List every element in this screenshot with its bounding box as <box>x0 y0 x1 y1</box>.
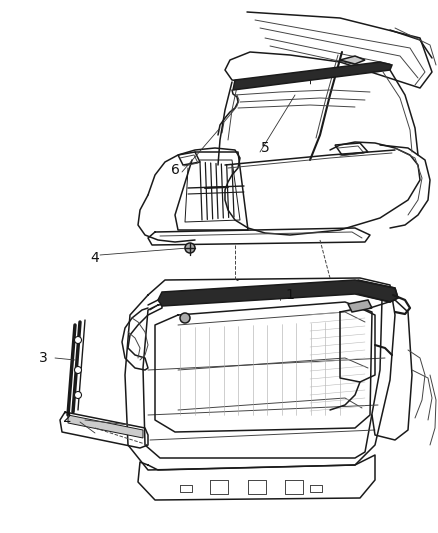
Text: 5: 5 <box>261 141 269 155</box>
Polygon shape <box>233 62 392 90</box>
Circle shape <box>74 392 81 399</box>
Circle shape <box>185 243 195 253</box>
Text: 1: 1 <box>286 288 294 302</box>
Text: 3: 3 <box>39 351 47 365</box>
Text: 4: 4 <box>91 251 99 265</box>
Circle shape <box>180 313 190 323</box>
Text: 2: 2 <box>63 411 71 425</box>
Polygon shape <box>68 415 143 438</box>
Polygon shape <box>158 280 398 306</box>
Polygon shape <box>348 300 372 312</box>
Polygon shape <box>340 56 365 64</box>
Circle shape <box>74 367 81 374</box>
Circle shape <box>74 336 81 343</box>
Text: 6: 6 <box>170 163 180 177</box>
